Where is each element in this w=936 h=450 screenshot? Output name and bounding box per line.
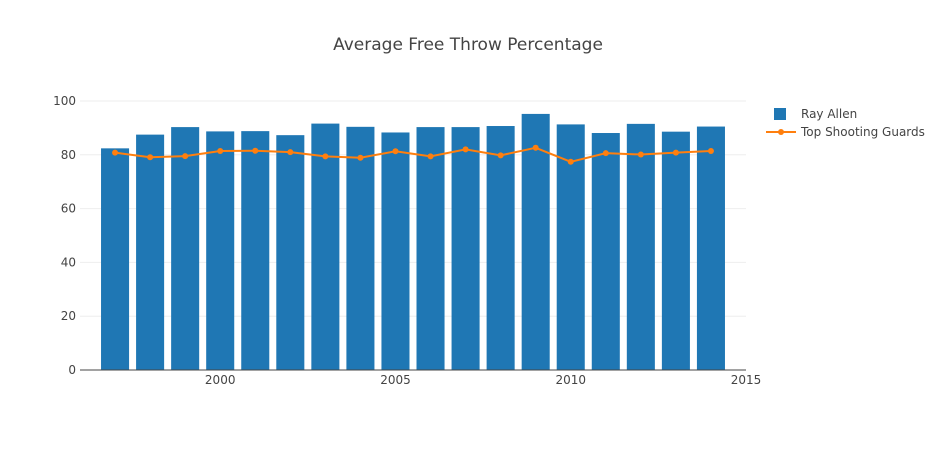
- y-tick-label: 60: [61, 202, 76, 216]
- bar: [276, 135, 305, 370]
- legend-swatch-marker: [778, 129, 784, 135]
- bar: [241, 131, 270, 370]
- line-point: [322, 153, 329, 160]
- legend-label: Ray Allen: [801, 107, 857, 121]
- bar: [661, 131, 690, 370]
- bar: [556, 124, 585, 370]
- x-tick-label: 2010: [555, 373, 586, 387]
- line-point: [217, 148, 224, 155]
- line-point: [567, 158, 574, 165]
- line-point: [497, 152, 504, 159]
- bar: [626, 123, 655, 371]
- bar: [101, 148, 130, 370]
- bar: [346, 126, 375, 370]
- x-tick-label: 2005: [380, 373, 411, 387]
- line-point: [672, 149, 679, 156]
- legend-swatch-bar: [774, 108, 786, 120]
- line-point: [532, 144, 539, 151]
- bar-series: [101, 113, 725, 371]
- y-tick-label: 0: [68, 363, 76, 377]
- line-point: [707, 148, 714, 155]
- bar: [696, 126, 725, 371]
- axes: 0 20 40 60 80 100 2000 2005 2010 2015: [53, 94, 761, 387]
- line-point: [182, 153, 189, 160]
- bar: [416, 127, 445, 370]
- line-point: [427, 153, 434, 160]
- bar: [171, 127, 200, 370]
- x-tick-label: 2015: [731, 373, 762, 387]
- y-tick-label: 100: [53, 94, 76, 108]
- legend-label: Top Shooting Guards: [800, 125, 925, 139]
- line-point: [462, 146, 469, 153]
- line-point: [112, 149, 119, 156]
- bar: [451, 127, 480, 370]
- line-point: [147, 154, 154, 161]
- line-point: [252, 147, 259, 154]
- bar: [521, 113, 550, 371]
- bar: [311, 123, 340, 370]
- series-line: [114, 146, 711, 163]
- legend-item-top-shooting-guards[interactable]: Top Shooting Guards: [766, 125, 925, 139]
- line-point: [602, 150, 609, 157]
- bar: [206, 131, 235, 370]
- line-point: [287, 149, 294, 156]
- y-tick-label: 40: [61, 255, 76, 269]
- legend[interactable]: Ray Allen Top Shooting Guards: [766, 107, 925, 139]
- legend-item-ray-allen[interactable]: Ray Allen: [774, 107, 857, 121]
- line-series: [112, 144, 714, 165]
- line-point: [637, 151, 644, 158]
- bar: [136, 134, 165, 370]
- y-tick-label: 80: [61, 148, 76, 162]
- line-point: [392, 148, 399, 155]
- chart-title: Average Free Throw Percentage: [333, 35, 603, 55]
- x-tick-label: 2000: [205, 373, 236, 387]
- line-point: [357, 154, 364, 161]
- bar: [381, 132, 410, 370]
- bar: [486, 126, 515, 370]
- bar: [591, 133, 620, 370]
- y-tick-label: 20: [61, 309, 76, 323]
